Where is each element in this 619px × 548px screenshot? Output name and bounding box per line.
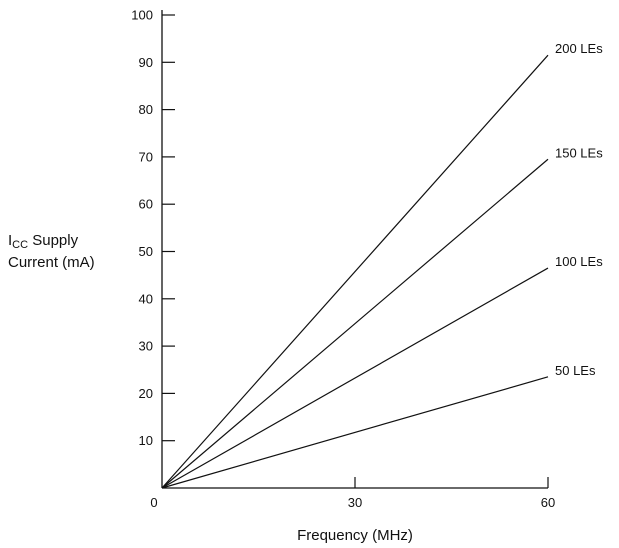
y-axis-title: ICC Supply Current (mA) xyxy=(8,232,148,271)
axes xyxy=(161,10,548,489)
series-lines xyxy=(161,54,549,489)
y-tick-label: 90 xyxy=(139,55,153,70)
y-axis-title-prefix: I xyxy=(8,232,13,249)
y-tick-label: 40 xyxy=(139,291,153,306)
y-tick-label: 10 xyxy=(139,433,153,448)
y-tick-label: 60 xyxy=(139,197,153,212)
y-tick-label: 70 xyxy=(139,149,153,164)
y-tick-label: 100 xyxy=(131,8,153,23)
y-axis-title-subscript: CC xyxy=(12,239,29,251)
series-line-2 xyxy=(161,267,549,489)
series-label-3: 50 LEs xyxy=(555,363,596,378)
series-line-1 xyxy=(161,158,549,489)
y-tick-label: 80 xyxy=(139,102,153,117)
series-labels: 200 LEs 150 LEs 100 LEs 50 LEs xyxy=(555,41,603,378)
y-ticks: 10 20 30 40 50 60 70 80 90 100 xyxy=(131,8,175,448)
x-axis-title: Frequency (MHz) xyxy=(297,527,413,544)
y-axis-title-line2: Current (mA) xyxy=(8,254,95,271)
y-axis-title-rest: Supply xyxy=(28,232,79,249)
y-tick-label: 30 xyxy=(139,339,153,354)
x-tick-label: 30 xyxy=(348,495,362,510)
y-tick-label: 20 xyxy=(139,386,153,401)
x-ticks: 0 30 60 xyxy=(150,477,555,510)
series-label-0: 200 LEs xyxy=(555,41,603,56)
series-label-2: 100 LEs xyxy=(555,254,603,269)
series-label-1: 150 LEs xyxy=(555,145,603,160)
y-tick-label: 50 xyxy=(139,244,153,259)
series-line-0 xyxy=(161,54,549,489)
x-tick-label: 60 xyxy=(541,495,555,510)
series-line-3 xyxy=(161,376,549,489)
x-tick-label: 0 xyxy=(150,495,157,510)
y-axis-title-line1: ICC Supply xyxy=(8,232,148,254)
